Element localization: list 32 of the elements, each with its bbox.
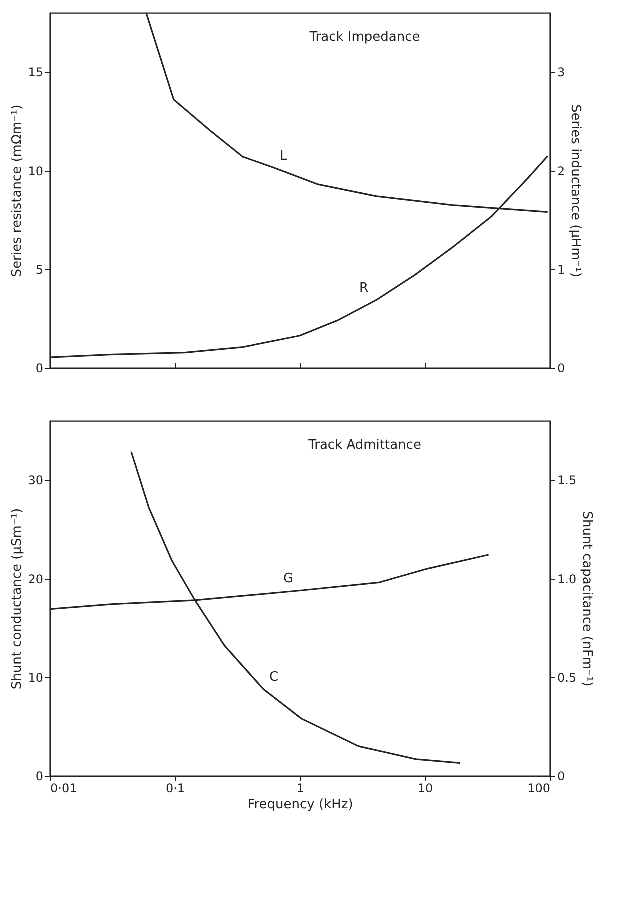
series-label: R: [360, 281, 369, 296]
y-tick-label: 15: [28, 66, 44, 80]
y-axis-title: Series resistance (mΩm⁻¹): [10, 104, 26, 278]
x-tick-label: 0·01: [50, 782, 78, 796]
series-label: G: [284, 572, 294, 587]
y2-tick-label: 1.5: [558, 474, 577, 488]
text: Track Impedance: [308, 30, 420, 45]
series-label: C: [269, 670, 279, 686]
y2-tick-label: 0.5: [558, 670, 577, 685]
y2-tick-label: 3: [558, 66, 566, 80]
y2-tick-label: 1.0: [558, 572, 577, 586]
x-tick-label: 100: [528, 782, 550, 796]
y-tick-label: 10: [28, 164, 44, 178]
x-tick-label: 10: [418, 782, 434, 796]
y-tick-label: 10: [28, 670, 44, 685]
y-tick-label: 5: [36, 262, 44, 277]
y2-tick-label: 2: [558, 164, 566, 178]
y-tick-label: 20: [28, 572, 44, 586]
x-tick-label: 0·1: [166, 782, 186, 796]
y2-tick-label: 0: [558, 362, 566, 376]
y2-tick-label: 0: [558, 770, 566, 784]
x-tick-label: 1: [296, 782, 304, 796]
x-axis-title: Frequency (kHz): [248, 798, 354, 812]
y2-tick-label: 1: [558, 262, 566, 277]
y-tick-label: 0: [36, 362, 44, 376]
y-axis-title: Shunt conductance (μSm⁻¹): [10, 508, 26, 690]
series-label: L: [280, 148, 288, 164]
y2-axis-title: Shunt capacitance (nFm⁻¹): [580, 511, 595, 687]
text: Track Admittance: [308, 438, 422, 453]
y-tick-label: 0: [36, 770, 44, 784]
y2-axis-title: Series inductance (μHm⁻¹): [568, 104, 584, 278]
y-tick-label: 30: [28, 474, 44, 488]
